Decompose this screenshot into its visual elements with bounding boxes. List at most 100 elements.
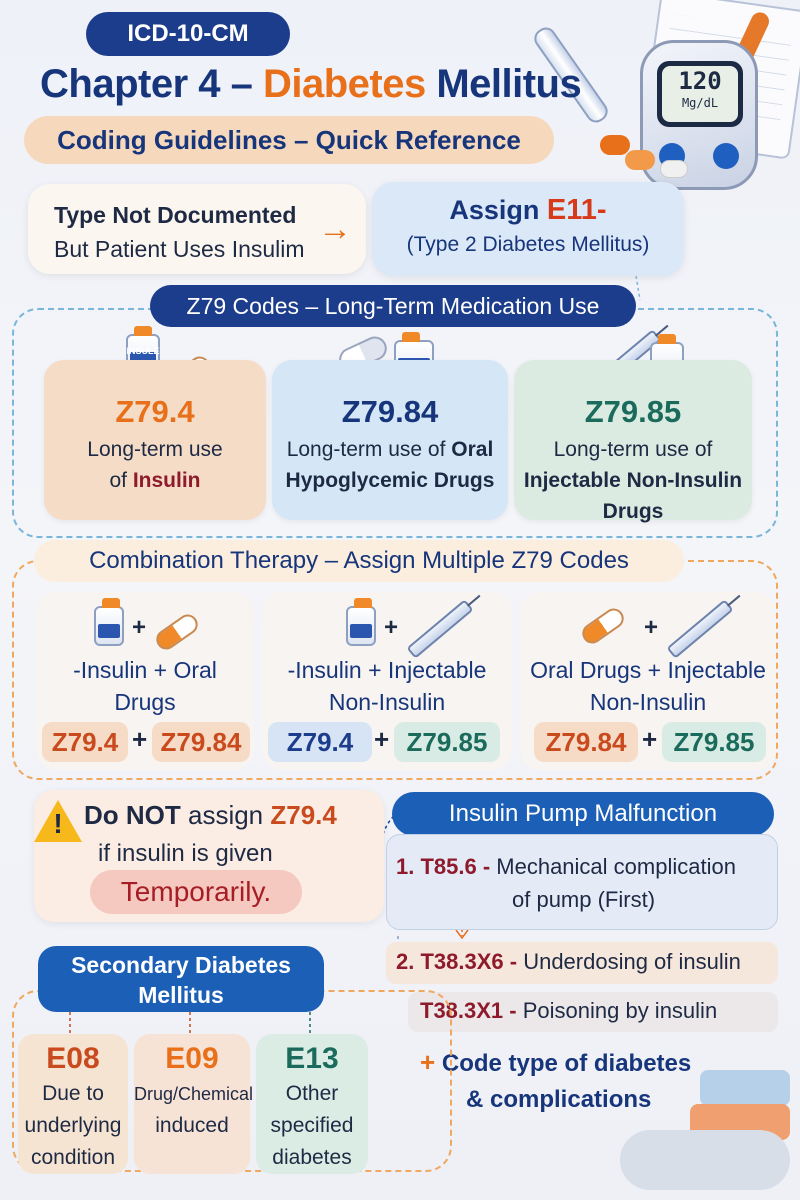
pump-step1-code: 1. T85.6 - [396,854,491,879]
plus-icon: + [132,724,148,754]
secondary-line: Other [285,1082,339,1105]
pump-note-line1: + Code type of diabetes [420,1044,691,1082]
pump-step1: 1. T85.6 - Mechanical complication of pu… [396,850,736,916]
plus-icon: + [420,1047,436,1077]
secondary-section-header: Secondary Diabetes Mellitus [38,946,324,1012]
combo-description: Oral Drugs + Injectable Non-Insulin [520,654,776,718]
pump-step1-line2: of pump (First) [512,887,656,912]
secondary-line: underlying [24,1114,122,1137]
page-subtitle: Coding Guidelines – Quick Reference [24,116,554,164]
secondary-card-e08: E08 Due to underlying condition [18,1034,128,1174]
condition-line1: Type Not Documented [54,202,297,228]
z79-code: Z79.84 [341,394,439,429]
plus-icon: + [642,724,658,754]
code-chip: Z79.84 [152,722,250,762]
z79-card-oral: Z79.84 Long-term use of Oral Hypoglycemi… [272,360,508,520]
secondary-card-e09: E09 Drug/Chemical induced [134,1034,254,1174]
pump-section-header: Insulin Pump Malfunction [392,792,774,836]
combo-insulin-oral: + -Insulin + Oral Drugs Z79.4 + Z79.84 [36,592,254,770]
combo-insulin-injectable: + -Insulin + Injectable Non-Insulin Z79.… [262,592,512,770]
combo-line: -Insulin + Oral [73,657,217,683]
secondary-description: Other specified diabetes [256,1078,368,1174]
secondary-header-line2: Mellitus [138,982,224,1008]
pill-icon [660,160,688,178]
desc-line: Injectable Non-Insulin [514,465,752,496]
z79-description: Long-term use of Insulin [44,434,266,496]
warning-line2: if insulin is given [98,840,273,867]
secondary-line: Due to [42,1082,104,1105]
vial-label: INSULE [126,346,160,356]
assign-line: Assign E11- [372,194,684,227]
pill-box-icon [700,1070,790,1106]
glucometer-icon: 120 Mg/dL [640,40,758,190]
pump-step1-text: Mechanical complication [490,854,736,879]
desc-bold: Hypoglycemic Drugs [285,469,495,492]
insulin-assign-box: Assign E11- (Type 2 Diabetes Mellitus) [372,182,684,276]
pump-step3: T38.3X1 - Poisoning by insulin [420,998,717,1024]
secondary-line: diabetes [272,1146,352,1169]
code-chip: Z79.4 [42,722,128,762]
pump-step3-text: Poisoning by insulin [516,998,718,1023]
pump-step2: 2. T38.3X6 - Underdosing of insulin [396,949,741,975]
secondary-header-line1: Secondary Diabetes [71,952,291,978]
z79-card-injectable: Z79.85 Long-term use of Injectable Non-I… [514,360,752,523]
desc-bold: Drugs [602,500,664,523]
desc-bold: Oral [451,438,494,461]
plus-icon: + [644,614,659,641]
pump-step2-box [386,942,778,984]
condition-line2: But Patient Uses Insulim [54,236,305,262]
title-chapter: Chapter 4 – [40,62,263,106]
pump-step2-code: 2. T38.3X6 - [396,949,518,974]
insulin-condition-box: Type Not Documented But Patient Uses Ins… [28,184,366,274]
secondary-line: Drug/Chemical [134,1084,254,1104]
pump-step1-line1: 1. T85.6 - Mechanical complication [396,850,736,883]
z79-section-header: Z79 Codes – Long-Term Medication Use [150,285,636,327]
code-chip: Z79.85 [662,722,766,762]
warning-plain: assign [180,800,271,830]
warning-code: Z79.4 [270,800,337,830]
desc-line: of Insulin [44,465,266,496]
combo-line: Non-Insulin [328,689,446,715]
pill-icon [625,150,655,170]
desc-line: Hypoglycemic Drugs [272,465,508,496]
combo-description: -Insulin + Injectable Non-Insulin [262,654,512,718]
z79-code: Z79.4 [115,394,195,429]
code-set-badge: ICD-10-CM [86,12,290,56]
glucometer-unit: Mg/dL [681,96,719,110]
desc-line: Drugs [514,496,752,527]
warning-exclamation: ! [53,808,63,839]
arrow-right-icon: → [318,210,352,248]
pump-step3-box [408,992,778,1032]
secondary-line: specified [270,1114,354,1137]
desc-bold: Insulin [132,469,201,492]
pump-note: + Code type of diabetes & complications [420,1044,691,1118]
title-highlight: Diabetes [262,62,426,106]
secondary-line: induced [155,1114,229,1137]
warning-line1: Do NOT assign Z79.4 [84,800,337,831]
z79-description: Long-term use of Injectable Non-Insulin … [514,434,752,527]
desc-pre: of [109,469,133,492]
z79-code: Z79.85 [584,394,682,429]
secondary-code: E09 [165,1042,219,1075]
assign-description: (Type 2 Diabetes Mellitus) [406,233,650,256]
plus-icon: + [384,614,399,641]
code-chip: Z79.84 [534,722,638,762]
plus-icon: + [132,614,147,641]
combo-line: Oral Drugs + Injectable [530,657,766,683]
desc-line: Long-term use of Oral [272,434,508,465]
code-chip: Z79.85 [394,722,500,762]
assign-prefix: Assign [449,195,547,225]
warning-icon [34,800,82,842]
warning-strong: Do NOT [84,800,181,830]
secondary-code: E08 [46,1042,100,1075]
page-title: Chapter 4 – Diabetes Mellitus [40,62,600,107]
plus-icon: + [374,724,390,754]
assign-code: E11- [546,194,607,226]
code-chip: Z79.4 [268,722,372,762]
pump-note-text: Code type of diabetes [435,1050,692,1077]
z79-description: Long-term use of Oral Hypoglycemic Drugs [272,434,508,496]
insulin-vial-icon [346,598,376,646]
insulin-vial-icon [94,598,124,646]
insulin-pump-icon [620,1130,790,1190]
pump-step2-text: Underdosing of insulin [517,949,741,974]
